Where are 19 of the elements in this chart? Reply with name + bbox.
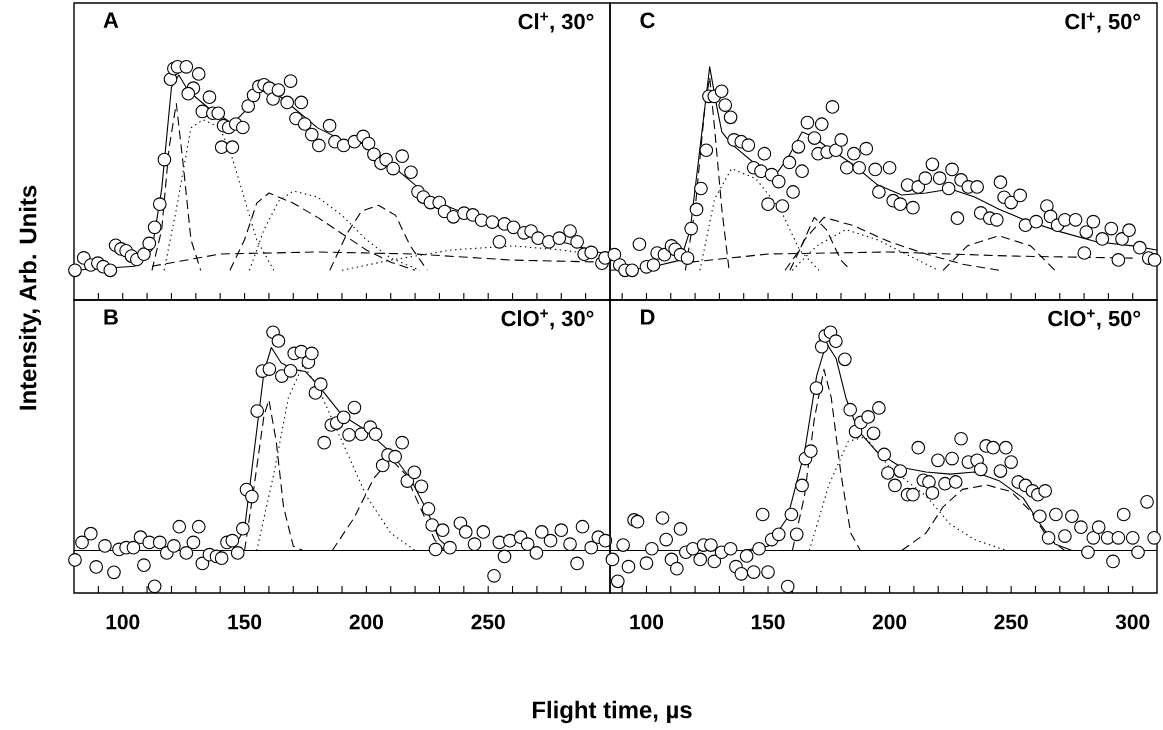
x-tick-label: 200 <box>872 614 907 630</box>
x-tick-label: 250 <box>471 614 505 630</box>
text: ClO$^{+}$, 50° <box>1048 309 1141 330</box>
x-tick-label: 250 <box>994 614 1028 630</box>
x-tick-label: 100 <box>630 614 664 630</box>
x-axis-title: Flight time, µs <box>532 700 692 724</box>
text: ClO$^{+}$, 30° <box>501 309 594 330</box>
text: C <box>640 12 655 29</box>
text: A <box>103 12 119 28</box>
x-tick-label: 150 <box>228 614 262 630</box>
text: Cl$^{+}$, 50° <box>1065 12 1141 33</box>
x-tick-label: 200 <box>349 614 383 630</box>
x-tick-label: 100 <box>106 614 140 630</box>
y-axis-title: Intensity, Arb. Units <box>18 185 42 410</box>
x-tick-label: 300 <box>1115 614 1150 630</box>
x-tick-label: 150 <box>751 614 785 630</box>
text: D <box>641 309 655 325</box>
text: Cl$^{+}$, 30° <box>518 12 594 33</box>
text: B <box>104 309 118 325</box>
